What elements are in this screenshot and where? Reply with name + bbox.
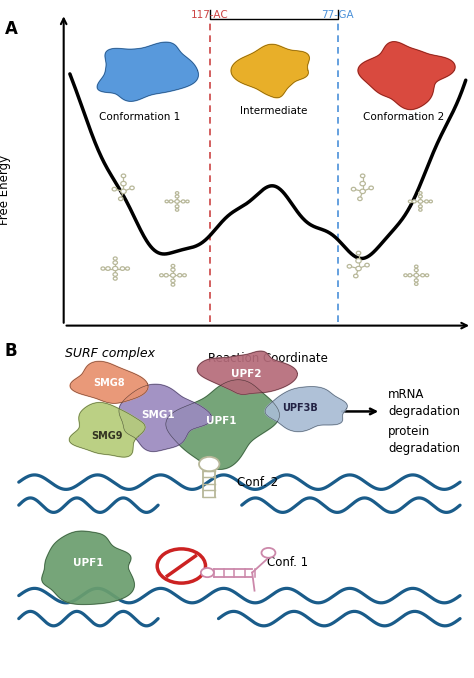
Circle shape xyxy=(418,199,423,203)
Circle shape xyxy=(419,195,422,198)
Circle shape xyxy=(121,182,126,186)
Circle shape xyxy=(419,209,422,212)
Circle shape xyxy=(354,274,358,278)
Circle shape xyxy=(121,174,126,178)
Text: Reaction Coordinate: Reaction Coordinate xyxy=(208,353,328,365)
Circle shape xyxy=(182,200,185,203)
Text: A: A xyxy=(5,20,18,39)
Circle shape xyxy=(175,209,179,212)
Text: Conf. 1: Conf. 1 xyxy=(267,556,309,570)
Circle shape xyxy=(171,264,175,267)
Circle shape xyxy=(182,274,186,277)
Polygon shape xyxy=(70,361,148,403)
Circle shape xyxy=(121,189,126,194)
Polygon shape xyxy=(42,531,134,604)
Polygon shape xyxy=(358,42,455,110)
Circle shape xyxy=(175,192,179,195)
Circle shape xyxy=(414,268,418,272)
Circle shape xyxy=(113,257,117,260)
Circle shape xyxy=(175,199,179,203)
Circle shape xyxy=(365,263,369,267)
Text: UPF3B: UPF3B xyxy=(282,403,318,413)
Text: SMG8: SMG8 xyxy=(93,378,125,388)
Text: Conf. 2: Conf. 2 xyxy=(237,475,278,489)
Polygon shape xyxy=(119,384,212,452)
Polygon shape xyxy=(166,380,280,469)
Circle shape xyxy=(351,187,356,191)
Text: SMG9: SMG9 xyxy=(91,431,123,441)
Circle shape xyxy=(169,200,173,203)
Circle shape xyxy=(358,197,362,201)
Circle shape xyxy=(201,568,214,577)
Text: protein
degradation: protein degradation xyxy=(388,424,460,454)
Circle shape xyxy=(420,274,425,277)
Circle shape xyxy=(113,266,118,271)
Text: Conformation 1: Conformation 1 xyxy=(100,113,181,123)
Circle shape xyxy=(175,205,179,208)
Circle shape xyxy=(356,266,361,271)
Circle shape xyxy=(419,205,422,208)
Text: SMG1: SMG1 xyxy=(141,410,175,420)
Circle shape xyxy=(186,200,189,203)
Circle shape xyxy=(160,274,164,277)
Text: 117-AC: 117-AC xyxy=(191,9,229,20)
Circle shape xyxy=(360,182,365,186)
Circle shape xyxy=(369,186,374,190)
Circle shape xyxy=(171,273,175,277)
Text: UPF1: UPF1 xyxy=(73,558,104,567)
Text: Intermediate: Intermediate xyxy=(240,106,308,116)
Text: mRNA
degradation: mRNA degradation xyxy=(388,388,460,418)
Circle shape xyxy=(404,274,407,277)
Circle shape xyxy=(262,548,275,558)
Polygon shape xyxy=(69,403,145,457)
Circle shape xyxy=(415,283,418,285)
Circle shape xyxy=(409,200,412,203)
Polygon shape xyxy=(97,42,198,101)
Circle shape xyxy=(360,189,365,194)
Text: UPF1: UPF1 xyxy=(206,416,236,426)
Text: UPF2: UPF2 xyxy=(231,369,262,378)
Polygon shape xyxy=(197,351,297,395)
Circle shape xyxy=(414,273,419,277)
Circle shape xyxy=(113,277,117,280)
Circle shape xyxy=(126,267,129,270)
Circle shape xyxy=(165,200,168,203)
Circle shape xyxy=(130,186,134,190)
Circle shape xyxy=(199,457,219,471)
Circle shape xyxy=(414,279,418,282)
Circle shape xyxy=(360,174,365,178)
Polygon shape xyxy=(265,386,347,432)
Circle shape xyxy=(120,266,125,271)
Circle shape xyxy=(171,268,175,271)
Circle shape xyxy=(171,279,175,283)
Circle shape xyxy=(164,273,168,277)
Circle shape xyxy=(419,192,422,195)
Circle shape xyxy=(113,261,118,264)
Circle shape xyxy=(425,200,428,203)
Circle shape xyxy=(157,549,206,583)
Circle shape xyxy=(356,252,361,255)
Circle shape xyxy=(171,283,175,286)
Circle shape xyxy=(408,274,412,277)
Polygon shape xyxy=(231,44,310,98)
Text: B: B xyxy=(5,342,18,361)
Text: Free Energy: Free Energy xyxy=(0,155,11,225)
Circle shape xyxy=(347,264,352,268)
Circle shape xyxy=(415,265,418,268)
Circle shape xyxy=(412,200,416,203)
Text: 77-GA: 77-GA xyxy=(321,9,354,20)
Text: Conformation 2: Conformation 2 xyxy=(363,113,445,123)
Text: SURF complex: SURF complex xyxy=(65,347,155,360)
Circle shape xyxy=(106,266,110,271)
Circle shape xyxy=(425,274,429,277)
Circle shape xyxy=(113,273,118,277)
Circle shape xyxy=(118,197,123,201)
Circle shape xyxy=(356,258,361,263)
Circle shape xyxy=(101,267,105,270)
Circle shape xyxy=(429,200,432,203)
Circle shape xyxy=(112,187,117,191)
Circle shape xyxy=(178,273,182,277)
Circle shape xyxy=(175,195,179,198)
